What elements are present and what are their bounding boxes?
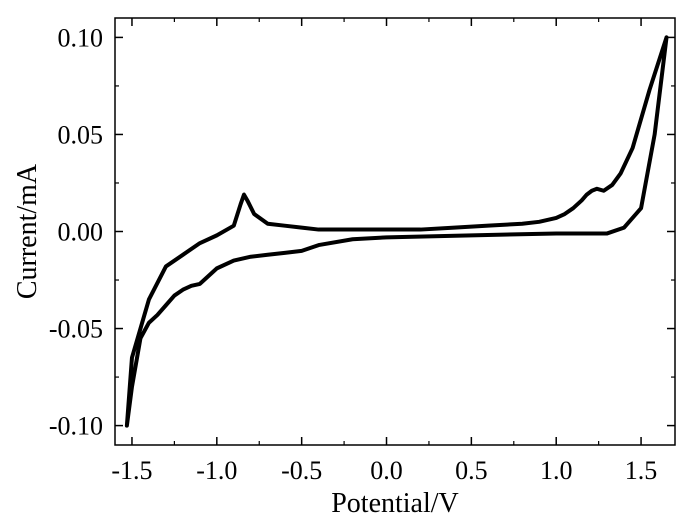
y-axis-title: Current/mA xyxy=(12,163,43,299)
plot-layer xyxy=(124,35,669,428)
x-tick-label: 1.5 xyxy=(625,456,658,485)
x-axis-title: Potential/V xyxy=(331,488,459,519)
x-tick-label: -1.0 xyxy=(196,456,237,485)
y-tick-label: 0.10 xyxy=(58,23,104,52)
x-tick-label: 0.0 xyxy=(370,456,403,485)
y-tick-label: 0.00 xyxy=(58,218,104,247)
x-tick-label: -1.5 xyxy=(111,456,152,485)
y-tick-label: 0.05 xyxy=(58,120,104,149)
axes-layer: -1.5 -1.0 -0.5 0.0 0.5 1.0 1.5 -0.10 -0.05 0.00 0.… xyxy=(49,17,676,485)
labels-layer: Potential/V Current/mA xyxy=(12,163,459,519)
x-tick-label: 1.0 xyxy=(540,456,573,485)
y-tick-label: -0.05 xyxy=(49,315,103,344)
y-tick-label: -0.10 xyxy=(49,412,103,441)
cv-curve xyxy=(124,35,669,428)
x-tick-label: -0.5 xyxy=(281,456,322,485)
x-tick-label: 0.5 xyxy=(455,456,488,485)
